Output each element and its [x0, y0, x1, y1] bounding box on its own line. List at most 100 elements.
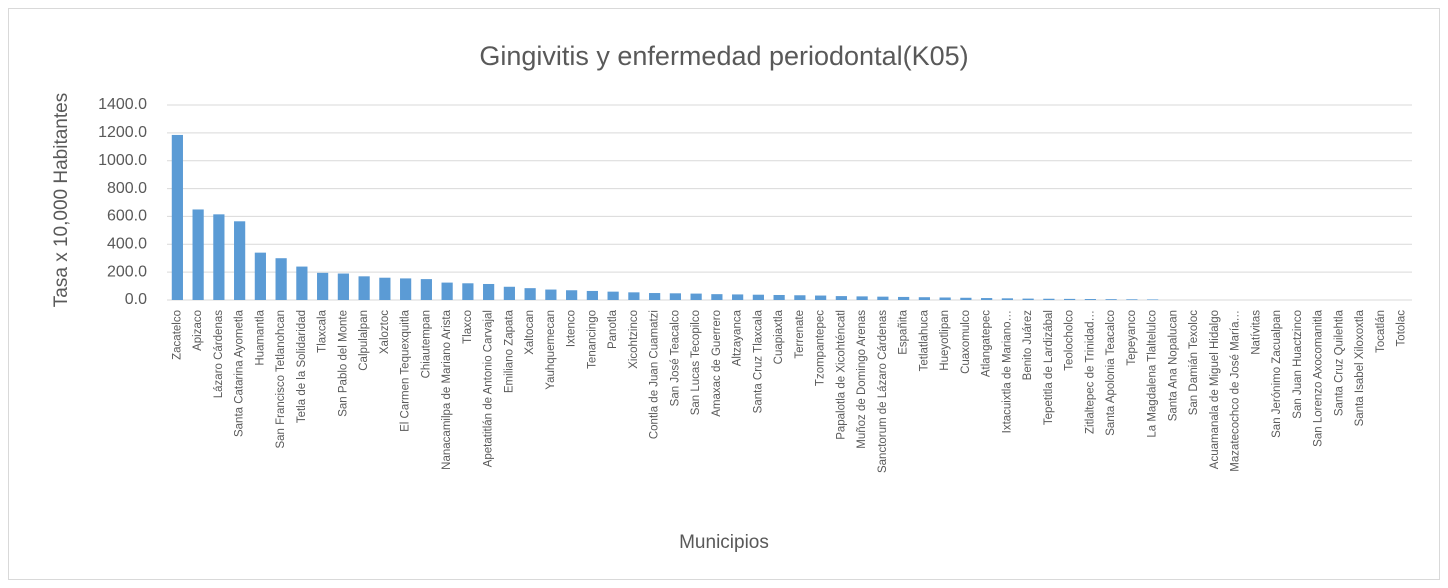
x-tick-label: San Lucas Tecopilco — [690, 310, 702, 415]
bar — [877, 296, 889, 300]
bar — [794, 295, 806, 300]
x-tick-label: Sanctorum de Lázaro Cárdenas — [877, 310, 889, 473]
x-tick-label: Tlaxco — [462, 310, 474, 344]
bar — [379, 277, 391, 300]
x-tick-label: Santa Apolonia Teacalco — [1105, 310, 1117, 436]
x-tick-label: Totolac — [1396, 310, 1408, 347]
bar — [1126, 299, 1138, 300]
bar — [1084, 299, 1096, 300]
bar — [524, 288, 536, 300]
x-tick-label: Emiliano Zapata — [503, 309, 515, 393]
x-tick-label: Tepeyanco — [1126, 310, 1138, 366]
bar — [192, 209, 204, 300]
x-tick-label: Santa Catarina Ayometla — [234, 309, 246, 437]
x-tick-label: Benito Juárez — [1022, 310, 1034, 381]
x-tick-label: Acuamanala de Miguel Hidalgo — [1209, 310, 1221, 469]
bar — [1001, 298, 1013, 300]
x-tick-label: Tlaxcala — [317, 309, 329, 352]
x-tick-label: Muñoz de Domingo Arenas — [856, 310, 868, 449]
bar — [960, 297, 972, 300]
x-tick-label: San Jerónimo Zacualpan — [1271, 310, 1283, 438]
y-tick-label: 600.0 — [107, 208, 147, 225]
x-tick-label: Nanacamilpa de Mariano Arista — [441, 309, 453, 469]
bar — [171, 134, 183, 300]
bar — [1105, 299, 1117, 300]
x-tick-label: El Carmen Tequexquitla — [400, 309, 412, 431]
x-tick-label: San Francisco Tetlanohcan — [275, 310, 287, 449]
bar — [586, 290, 598, 300]
y-tick-label: 400.0 — [107, 236, 147, 253]
bar — [835, 296, 847, 300]
x-tick-label: Santa Isabel Xiloxoxtla — [1354, 309, 1366, 426]
x-tick-label: Mazatecochco de José María… — [1230, 310, 1242, 472]
chart-border — [8, 8, 1440, 580]
x-tick-label: Panotla — [607, 309, 619, 349]
x-tick-label: San Lorenzo Axocomanitla — [1313, 309, 1325, 446]
bar — [234, 221, 246, 300]
bar — [918, 297, 930, 300]
bar — [856, 296, 868, 300]
bar — [213, 214, 225, 300]
bar — [898, 296, 910, 300]
y-tick-label: 1000.0 — [98, 152, 147, 169]
x-tick-label: Terrenate — [794, 310, 806, 359]
y-tick-label: 0.0 — [125, 291, 147, 308]
bar — [275, 258, 287, 300]
x-tick-label: Papalotla de Xicohténcatl — [835, 310, 847, 440]
bar — [566, 290, 578, 300]
bar — [1022, 298, 1034, 300]
x-tick-label: Santa Cruz Quilehtla — [1333, 309, 1345, 416]
bar — [296, 266, 308, 300]
bar — [732, 294, 744, 300]
x-tick-label: Españita — [898, 309, 910, 354]
bar — [607, 291, 619, 300]
bar — [1043, 298, 1055, 300]
y-axis-label: Tasa x 10,000 Habitantes — [51, 93, 72, 307]
x-tick-label: Tepetitla de Lardizábal — [1043, 310, 1055, 425]
x-tick-label: Santa Cruz Tlaxcala — [752, 309, 764, 413]
x-tick-label: Tetla de la Solidaridad — [296, 310, 308, 423]
x-tick-label: Zitlaltepec de Trinidad… — [1084, 310, 1096, 434]
bar — [939, 297, 951, 300]
bar — [1147, 299, 1159, 300]
bar — [1064, 298, 1076, 300]
x-tick-label: Yauhquemecan — [545, 310, 557, 390]
bar — [483, 283, 495, 300]
x-tick-label: Tocatlán — [1375, 310, 1387, 353]
x-tick-label: Calpulalpan — [358, 310, 370, 371]
bar — [752, 294, 764, 300]
x-tick-label: Tetlatlahuca — [918, 309, 930, 371]
bar — [462, 283, 474, 300]
x-tick-label: Amaxac de Guerrero — [711, 310, 723, 417]
bar — [337, 273, 349, 300]
x-tick-label: San Pablo del Monte — [337, 310, 349, 417]
x-tick-label: Tenancingo — [586, 310, 598, 369]
bar — [420, 279, 432, 300]
x-tick-label: Cuaxomulco — [960, 310, 972, 374]
bar — [254, 252, 266, 300]
x-tick-label: Cuapiaxtla — [773, 309, 785, 364]
x-tick-label: Altzayanca — [732, 309, 744, 366]
x-tick-label: Ixtenco — [566, 310, 578, 347]
bar — [628, 292, 640, 300]
x-axis-label: Municipios — [679, 532, 769, 553]
x-tick-label: Ixtacuixtla de Mariano… — [1001, 310, 1013, 433]
x-tick-label: Xaltocan — [524, 310, 536, 355]
bar — [317, 272, 329, 300]
x-tick-label: Xaloztoc — [379, 310, 391, 354]
y-tick-label: 200.0 — [107, 263, 147, 280]
x-tick-label: Contla de Juan Cuamatzi — [649, 310, 661, 439]
x-tick-label: Lázaro Cárdenas — [213, 310, 225, 398]
bar — [981, 298, 993, 300]
bar — [545, 289, 557, 300]
x-tick-label: San Damián Texoloc — [1188, 310, 1200, 416]
bar — [773, 294, 785, 300]
x-tick-label: Apetatitlán de Antonio Carvajal — [483, 310, 495, 467]
bar — [503, 286, 515, 300]
x-tick-label: Hueyotlipan — [939, 310, 951, 371]
x-tick-label: Santa Ana Nopalucan — [1167, 310, 1179, 421]
x-tick-label: Teolocholco — [1064, 310, 1076, 371]
x-tick-label: Apizaco — [192, 310, 204, 351]
bar — [441, 282, 453, 300]
